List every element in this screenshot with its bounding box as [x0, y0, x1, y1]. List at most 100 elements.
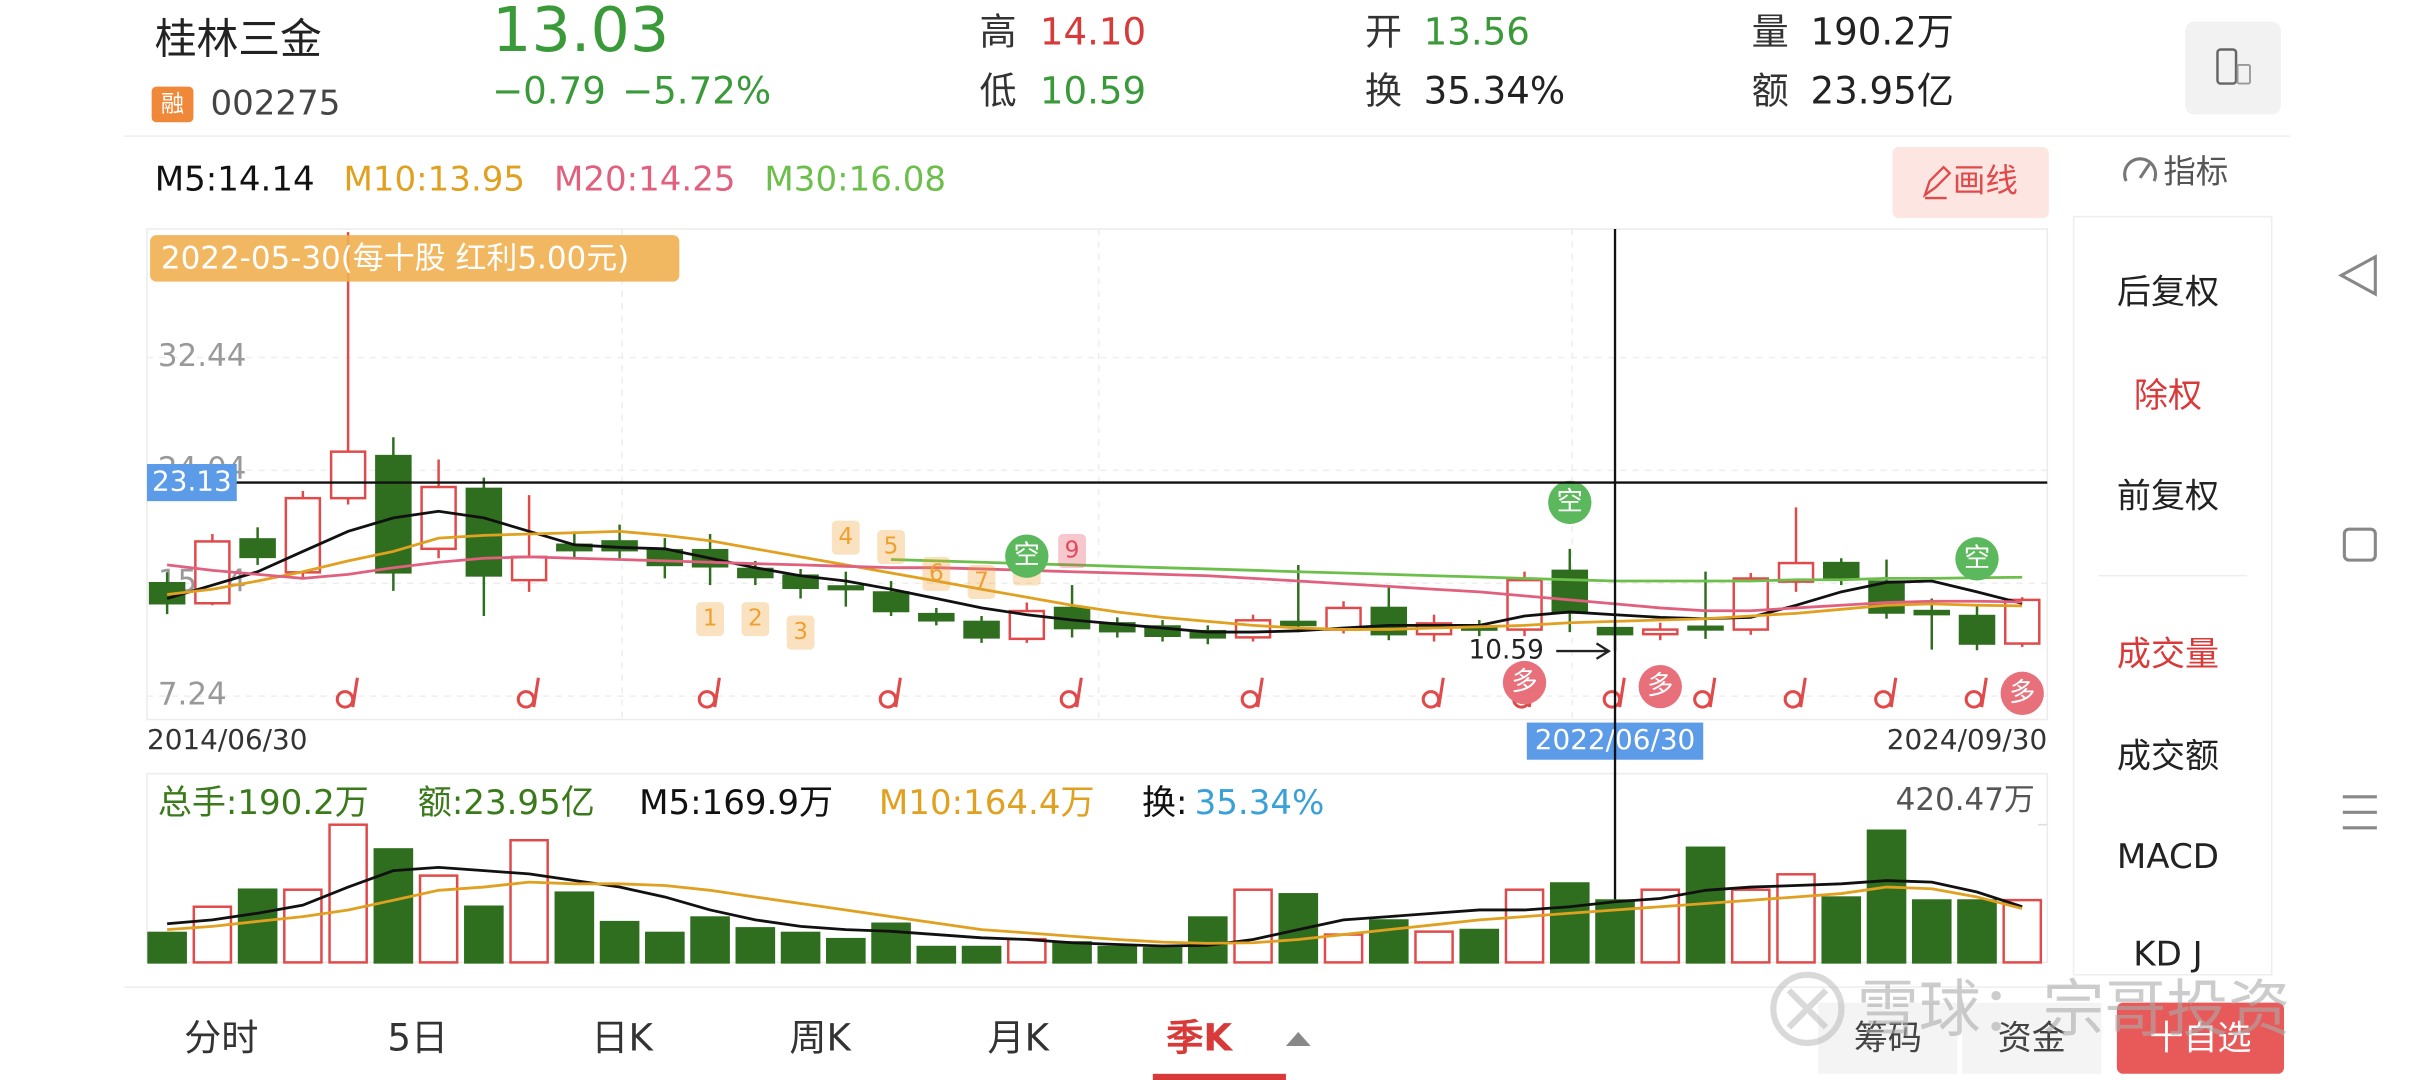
- legend-extra: 35.34%: [1195, 783, 1325, 823]
- high-value: 14.10: [1040, 11, 1146, 54]
- chip-label[interactable]: 筹码: [1854, 1018, 1922, 1058]
- menu-item[interactable]: 后复权: [2117, 272, 2219, 312]
- annotation-box: [150, 235, 680, 282]
- pencil-icon: [1922, 165, 1952, 200]
- phone-icon: [2236, 64, 2251, 85]
- y-tick-label: 7.24: [158, 677, 227, 713]
- tab-arrow[interactable]: [1285, 1032, 1311, 1046]
- volume-frame: [146, 772, 2049, 964]
- dividend-marker: [713, 677, 721, 708]
- x-tick-label: 2014/06/30: [147, 723, 307, 756]
- fund-label[interactable]: 资金: [1998, 1018, 2066, 1058]
- volume-bar: [645, 931, 685, 964]
- dividend-marker: [351, 677, 359, 708]
- candle-body: [284, 496, 322, 574]
- tab-underline: [1152, 1073, 1286, 1080]
- badge-bg: [151, 86, 194, 123]
- tab[interactable]: 月K: [987, 1016, 1050, 1059]
- signal-label: 空: [1557, 487, 1583, 517]
- volume-bar: [1187, 916, 1228, 964]
- draw-button-label[interactable]: 画线: [1953, 162, 2018, 200]
- menu-item[interactable]: 除权: [2134, 376, 2202, 416]
- tab[interactable]: 周K: [789, 1016, 852, 1059]
- candle-body: [1687, 625, 1724, 631]
- nav-menu[interactable]: [2342, 795, 2377, 830]
- fund-button[interactable]: [1962, 1002, 2102, 1074]
- tabs: 分时 5日 日K 周K 月K 季K: [184, 1016, 1286, 1080]
- tab[interactable]: 日K: [591, 1016, 654, 1059]
- crosshair-y-box: [147, 464, 237, 502]
- dividend-marker: [1618, 677, 1626, 708]
- gauge-icon: [2123, 157, 2158, 182]
- signal-badge: [967, 564, 996, 599]
- volume-bar: [464, 905, 504, 964]
- candle-body: [1551, 569, 1589, 614]
- nav-home[interactable]: [2342, 527, 2377, 562]
- draw-button[interactable]: [1892, 146, 2049, 219]
- signal-label: 1: [703, 605, 718, 632]
- volume-bar: [916, 945, 957, 964]
- watch-label[interactable]: 十自选: [2149, 1018, 2251, 1058]
- legend-entry: M20:14.25: [554, 160, 736, 200]
- candle-body: [1958, 614, 1996, 645]
- candle-body: [872, 591, 910, 613]
- tab[interactable]: 分时: [184, 1016, 258, 1059]
- signal-label: 多: [2009, 678, 2035, 708]
- dividend-marker: [1256, 677, 1264, 708]
- volume-bar: [1640, 888, 1681, 964]
- volume-value: 190.2万: [1811, 11, 1954, 54]
- legend-entry: M10:13.95: [344, 160, 526, 200]
- candle-body: [1234, 619, 1272, 639]
- menu-item[interactable]: 成交额: [2117, 737, 2219, 777]
- signal-badge: [1058, 534, 1086, 569]
- candle-body: [465, 487, 503, 577]
- x-tick-label: 2024/09/30: [1887, 723, 2047, 756]
- menu-item[interactable]: 成交量: [2117, 635, 2219, 675]
- legend-entry: M30:16.08: [764, 160, 946, 200]
- volume-bar: [237, 888, 278, 964]
- signal-bubble: [1548, 480, 1592, 525]
- menu-item[interactable]: MACD: [2117, 837, 2219, 877]
- amount-label: 额: [1752, 69, 1789, 112]
- volume-bar: [826, 937, 866, 964]
- watch-button[interactable]: [2116, 1002, 2285, 1074]
- y-tick-label: 32.44: [158, 338, 247, 374]
- signal-bubble: [2000, 671, 2044, 715]
- gauge-icon: [2138, 163, 2151, 179]
- indicator-button[interactable]: 指标: [2163, 152, 2228, 190]
- ma-line: [166, 555, 2023, 613]
- dividend-marker: [1980, 677, 1988, 708]
- rotate-button[interactable]: [2184, 21, 2281, 115]
- volume-bar: [961, 945, 1002, 964]
- candle-body: [1280, 620, 1317, 627]
- signal-badge: [696, 602, 725, 637]
- amount-value: 23.95亿: [1811, 69, 1954, 112]
- signal-label: 9: [1065, 537, 1080, 564]
- volume-bar: [283, 888, 323, 964]
- price: 13.03: [492, 0, 669, 66]
- nav-back[interactable]: [2338, 254, 2377, 297]
- candle-body: [510, 555, 548, 582]
- ma-line: [890, 558, 2023, 583]
- annotation: 2022-05-30(每十股 红利5.00元): [161, 240, 629, 276]
- tab[interactable]: 季K: [1166, 1016, 1233, 1059]
- ma-line: [167, 866, 2023, 948]
- volume-bar: [147, 931, 187, 964]
- volume-bar: [1957, 899, 1997, 964]
- badge: 融: [161, 91, 184, 118]
- tab[interactable]: 5日: [387, 1016, 448, 1059]
- volume-bar: [1866, 829, 1907, 964]
- candle-body: [1777, 561, 1815, 583]
- plot: 7.2415.6424.0432.44M5:14.14M10:13.95M20:…: [147, 160, 2047, 964]
- signal-bubble: [1502, 660, 1547, 705]
- volume-bar: [192, 905, 233, 964]
- menu-item[interactable]: KD J: [2133, 935, 2202, 975]
- candle-body: [918, 612, 955, 622]
- menu-item[interactable]: 前复权: [2117, 477, 2219, 517]
- dividend-marker: [532, 677, 540, 708]
- candle-body: [1506, 578, 1543, 631]
- volume-bar: [1323, 933, 1364, 964]
- volume-bar: [1233, 888, 1273, 964]
- candle-body: [1823, 561, 1860, 580]
- volume-bar: [735, 927, 776, 964]
